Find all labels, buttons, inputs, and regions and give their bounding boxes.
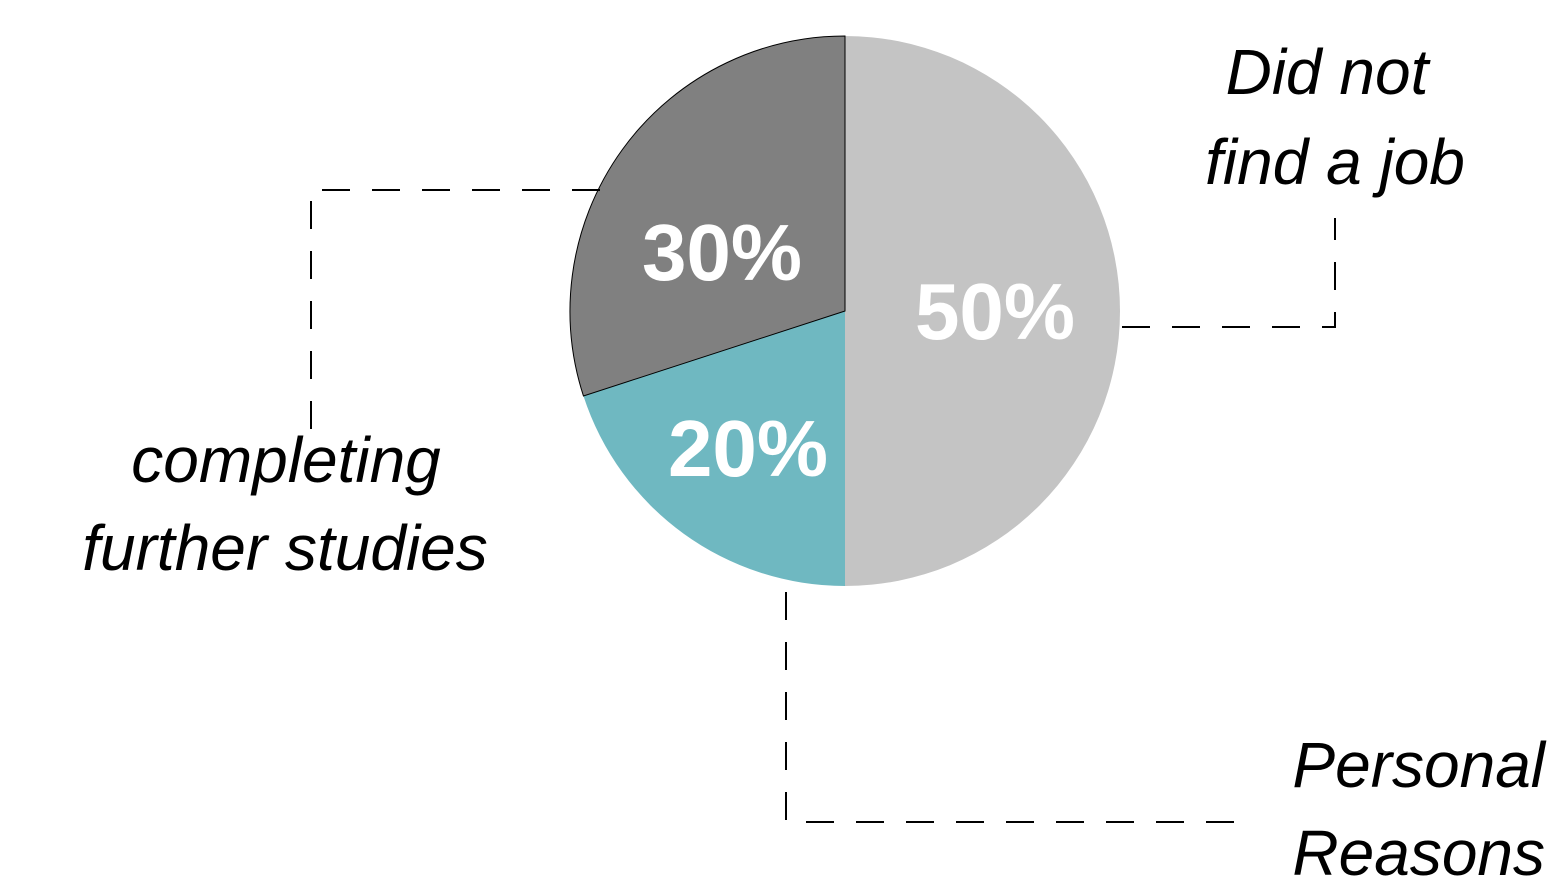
value-label-did-not-find-a-job: 50%: [915, 267, 1075, 356]
leader-line-did-not-find-a-job: [1122, 218, 1336, 328]
leader-line-completing-further-studies: [310, 189, 600, 435]
callout-label-personal-reasons-line-2: Reasons: [1292, 817, 1545, 878]
callout-label-completing-further-studies-line-1: completing: [131, 424, 441, 496]
callout-label-did-not-find-a-job-line-1: Did not: [1226, 36, 1431, 108]
callout-label-personal-reasons-line-1: Personal: [1292, 729, 1546, 801]
value-label-personal-reasons: 20%: [668, 404, 828, 493]
leader-line-personal-reasons: [785, 592, 1245, 823]
pie-slice-did-not-find-a-job: [845, 36, 1120, 586]
callout-label-completing-further-studies-line-2: further studies: [82, 512, 488, 584]
pie-slice-completing-further-studies: [569, 35, 846, 397]
pie-slice-personal-reasons: [583, 311, 845, 586]
pie-slices: [569, 35, 1120, 586]
value-label-completing-further-studies: 30%: [642, 208, 802, 297]
callout-label-did-not-find-a-job-line-2: find a job: [1205, 126, 1465, 198]
